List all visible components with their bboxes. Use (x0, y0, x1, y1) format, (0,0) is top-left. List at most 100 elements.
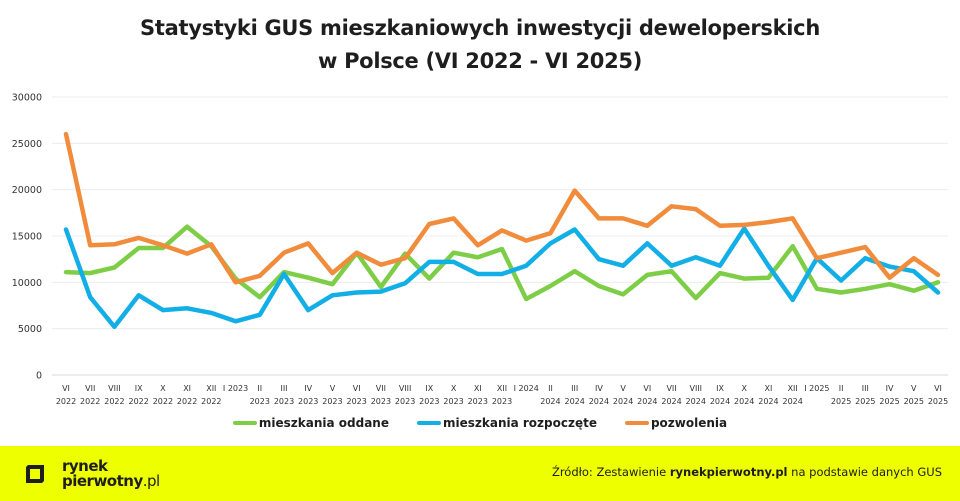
x-tick-label-year: 2022 (201, 397, 221, 406)
x-tick-label-year: 2024 (589, 397, 609, 406)
x-tick-label-year: 2024 (613, 397, 633, 406)
x-tick-label-month: VIII (689, 384, 702, 393)
x-tick-label-year: 2022 (177, 397, 197, 406)
x-tick-label-year: 2024 (734, 397, 754, 406)
x-tick-label-month: IX (425, 384, 433, 393)
x-tick-label-year: 2024 (782, 397, 802, 406)
x-tick-label-month: IX (716, 384, 724, 393)
x-tick-label-month: V (620, 384, 626, 393)
footer-bar: rynek pierwotny.pl Źródło: Zestawienie r… (0, 446, 960, 501)
x-tick-label-month: XI (765, 384, 773, 393)
x-tick-label-year: 2024 (686, 397, 706, 406)
source-note: Źródło: Zestawienie rynekpierwotny.pl na… (552, 465, 942, 479)
source-prefix: Źródło: Zestawienie (551, 465, 670, 479)
x-tick-label-month: VI (643, 384, 651, 393)
y-tick-label: 15000 (12, 232, 42, 243)
y-tick-label: 30000 (12, 93, 42, 104)
x-tick-label-year: 2023 (346, 397, 366, 406)
logo-icon (26, 465, 44, 483)
source-brand: rynekpierwotny.pl (669, 465, 788, 479)
x-tick-label-month: VI (353, 384, 361, 393)
x-tick-label-year: 2023 (419, 397, 439, 406)
legend-swatch-oddane (232, 421, 257, 425)
legend-item-rozpoczete: mieszkania rozpoczęte (416, 416, 597, 430)
x-tick-label-month: III (280, 384, 287, 393)
chart-title-line1: Statystyki GUS mieszkaniowych inwestycji… (140, 16, 820, 40)
logo-line2: pierwotny (62, 472, 143, 490)
x-tick-label-year: 2024 (661, 397, 681, 406)
x-tick-label-month: X (451, 384, 457, 393)
legend: mieszkania oddane mieszkania rozpoczęte … (0, 416, 960, 430)
legend-label-rozpoczete: mieszkania rozpoczęte (442, 416, 597, 430)
x-tick-label-month: VII (666, 384, 676, 393)
x-tick-label-year: 2025 (831, 397, 851, 406)
x-tick-label-month: VI (934, 384, 942, 393)
grid-lines (52, 96, 948, 376)
y-tick-label: 20000 (12, 185, 42, 196)
x-tick-label-year: 2025 (855, 397, 875, 406)
x-tick-label-year: 2023 (250, 397, 270, 406)
x-tick-label-month: VIII (399, 384, 412, 393)
x-axis-ticks: VI2022VII2022VIII2022IX2022X2022XI2022XI… (56, 384, 948, 406)
x-tick-label-month: I 2025 (804, 384, 829, 393)
x-tick-label-year: 2023 (468, 397, 488, 406)
logo-text: rynek pierwotny.pl (62, 459, 160, 489)
x-tick-label-month: XI (183, 384, 191, 393)
x-tick-label-month: V (330, 384, 336, 393)
x-tick-label-year: 2024 (710, 397, 730, 406)
x-tick-label-year: 2023 (395, 397, 415, 406)
legend-label-oddane: mieszkania oddane (258, 416, 389, 430)
x-tick-label-month: VII (85, 384, 95, 393)
x-tick-label-year: 2023 (274, 397, 294, 406)
x-tick-label-month: VII (376, 384, 386, 393)
x-tick-label-month: II (839, 384, 844, 393)
x-tick-label-year: 2023 (492, 397, 512, 406)
x-tick-label-month: XII (497, 384, 507, 393)
x-tick-label-month: VI (62, 384, 70, 393)
logo-suffix: .pl (142, 472, 160, 490)
x-tick-label-year: 2024 (758, 397, 778, 406)
x-tick-label-month: IV (304, 384, 312, 393)
source-suffix: na podstawie danych GUS (787, 465, 942, 479)
x-tick-label-month: I 2023 (223, 384, 248, 393)
x-tick-label-year: 2024 (564, 397, 584, 406)
x-tick-label-year: 2025 (879, 397, 899, 406)
x-tick-label-month: III (571, 384, 578, 393)
y-axis-ticks: 0 5000 10000 15000 20000 25000 30000 (12, 93, 42, 382)
series-line-mieszkania-rozpoczęte (63, 226, 941, 330)
x-tick-label-month: IV (886, 384, 894, 393)
x-tick-label-month: XII (788, 384, 798, 393)
x-tick-label-year: 2022 (80, 397, 100, 406)
legend-item-pozwolenia: pozwolenia (624, 416, 728, 430)
x-tick-label-year: 2022 (56, 397, 76, 406)
legend-label-pozwolenia: pozwolenia (650, 416, 728, 430)
series-line-pozwolenia (63, 131, 941, 285)
x-tick-label-year: 2025 (904, 397, 924, 406)
x-tick-label-year: 2022 (128, 397, 148, 406)
x-tick-label-year: 2022 (104, 397, 124, 406)
y-tick-label: 5000 (18, 324, 42, 335)
x-tick-label-month: II (548, 384, 553, 393)
x-tick-label-month: II (257, 384, 262, 393)
x-tick-label-month: X (160, 384, 166, 393)
x-tick-label-year: 2025 (928, 397, 948, 406)
x-tick-label-year: 2023 (371, 397, 391, 406)
x-tick-label-year: 2024 (637, 397, 657, 406)
legend-item-oddane: mieszkania oddane (232, 416, 389, 430)
chart-title-line2: w Polsce (VI 2022 - VI 2025) (317, 49, 642, 73)
x-tick-label-month: VIII (108, 384, 121, 393)
x-tick-label-month: V (911, 384, 917, 393)
x-tick-label-year: 2023 (443, 397, 463, 406)
legend-swatch-rozpoczete (416, 421, 441, 425)
x-tick-label-year: 2023 (298, 397, 318, 406)
x-tick-label-month: III (862, 384, 869, 393)
x-tick-label-month: I 2024 (514, 384, 539, 393)
x-tick-label-month: XI (474, 384, 482, 393)
y-tick-label: 0 (36, 371, 42, 382)
x-tick-label-year: 2022 (153, 397, 173, 406)
legend-swatch-pozwolenia (624, 421, 649, 425)
y-tick-label: 10000 (12, 278, 42, 289)
logo-line1: rynek (62, 457, 108, 475)
x-tick-label-month: IX (135, 384, 143, 393)
